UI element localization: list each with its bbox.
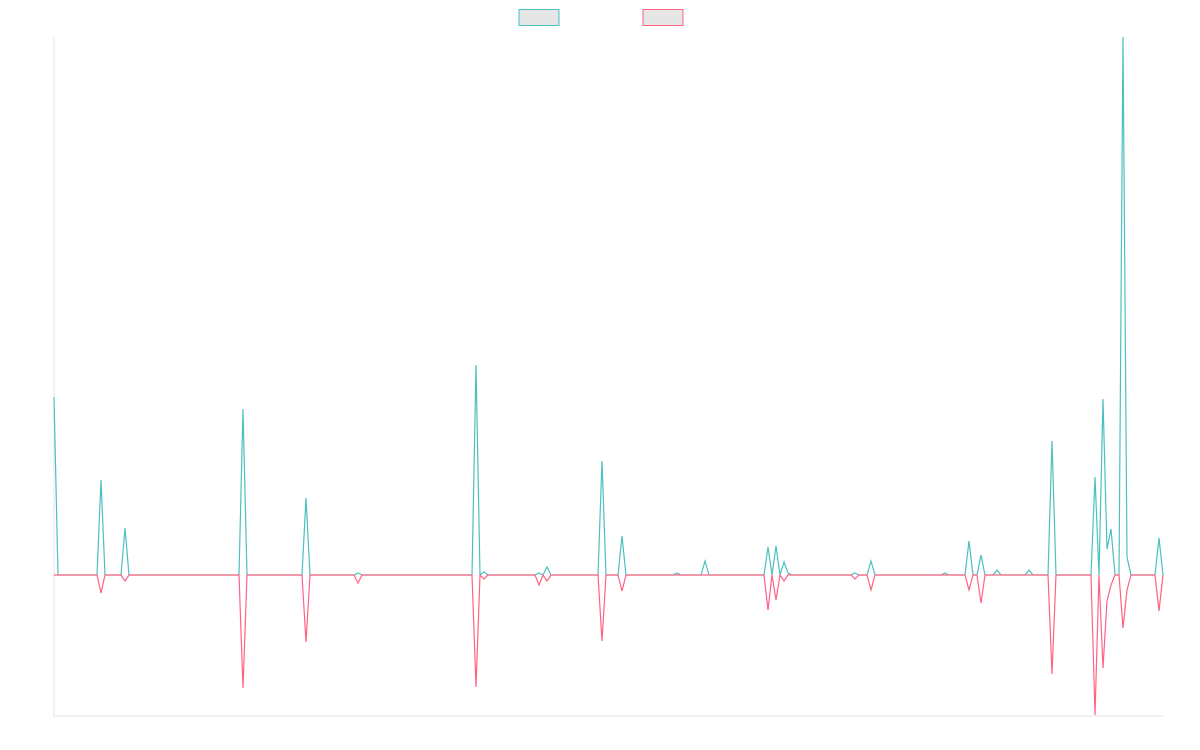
series-line [54, 573, 1164, 716]
legend-swatch [518, 9, 560, 26]
series-line [53, 36, 1164, 577]
legend-swatch [642, 9, 684, 26]
